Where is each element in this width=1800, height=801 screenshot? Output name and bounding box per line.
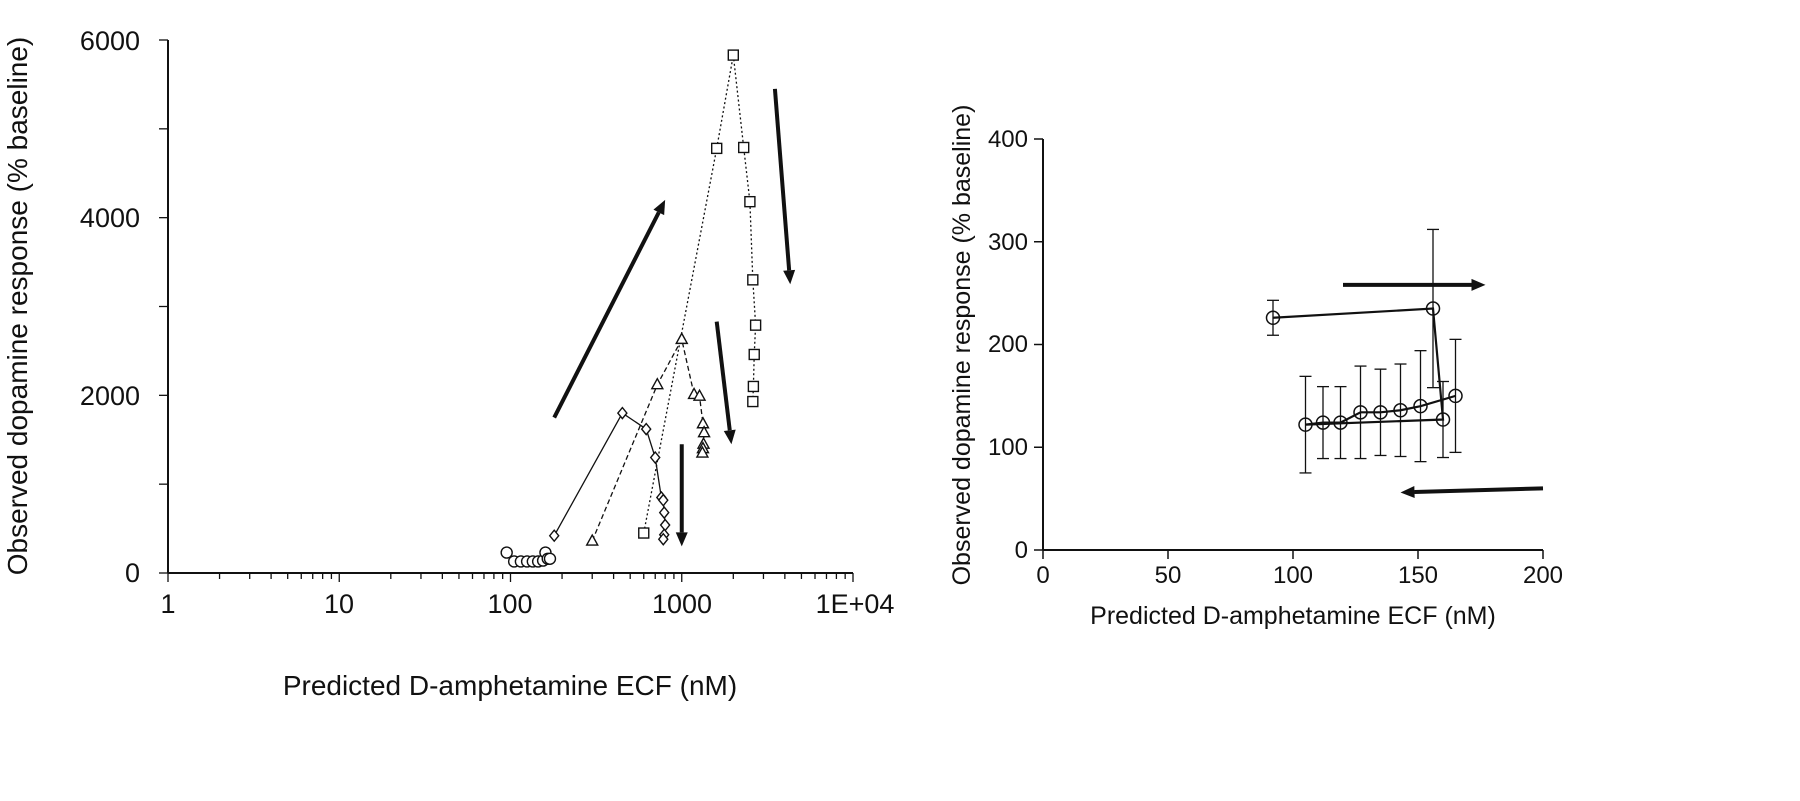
right-y-tick-label: 0 bbox=[1015, 537, 1028, 564]
data-point-triangle bbox=[692, 388, 707, 401]
left-x-tick-label: 10 bbox=[324, 589, 354, 619]
trend-arrow-shaft bbox=[772, 88, 792, 271]
data-point-circle bbox=[1435, 412, 1451, 427]
data-point-square bbox=[747, 380, 760, 393]
data-point-diamond bbox=[658, 505, 670, 520]
data-point-diamond bbox=[640, 422, 652, 436]
data-point-square bbox=[747, 395, 759, 408]
right-y-axis-label: Observed dopamine response (% baseline) bbox=[948, 105, 976, 586]
data-point-triangle bbox=[650, 377, 665, 390]
right-x-tick-label: 0 bbox=[1036, 562, 1049, 589]
data-point-diamond bbox=[659, 518, 671, 532]
right-x-tick-label: 100 bbox=[1273, 562, 1313, 589]
data-point-circle bbox=[1298, 417, 1313, 432]
trend-arrow bbox=[1400, 486, 1544, 499]
data-point-triangle bbox=[675, 331, 689, 345]
data-point-circle bbox=[1265, 310, 1281, 326]
right-y-tick-label: 200 bbox=[988, 331, 1028, 358]
data-point-square bbox=[737, 141, 750, 154]
left-chart: 1 10 100 1000 1E+04 0 2000 4000 6000 Pre… bbox=[2, 26, 894, 701]
data-point-square bbox=[638, 527, 650, 539]
right-x-tick-label: 200 bbox=[1523, 562, 1563, 589]
left-y-tick-label: 0 bbox=[125, 558, 140, 588]
left-x-tick-label: 1E+04 bbox=[816, 589, 895, 619]
trend-arrow-head bbox=[653, 199, 666, 216]
right-chart: 0 50 100 150 200 0 100 200 300 400 Predi… bbox=[948, 105, 1563, 630]
data-point-circle bbox=[1315, 415, 1331, 430]
data-point-diamond bbox=[657, 493, 669, 507]
trend-arrow bbox=[675, 444, 688, 547]
data-point-square bbox=[727, 49, 740, 61]
data-point-square bbox=[749, 319, 762, 331]
left-x-tick-label: 100 bbox=[487, 589, 532, 619]
trend-arrow-shaft bbox=[552, 211, 661, 419]
left-y-ticks bbox=[159, 39, 168, 574]
trend-arrow-head bbox=[1400, 486, 1415, 499]
right-x-tick-label: 50 bbox=[1155, 562, 1182, 589]
left-x-axis-label: Predicted D-amphetamine ECF (nM) bbox=[283, 670, 737, 701]
data-point-circle bbox=[543, 552, 557, 565]
trend-arrow-head bbox=[675, 532, 688, 547]
trend-arrow bbox=[1343, 278, 1486, 291]
data-point-triangle bbox=[585, 533, 599, 546]
data-point-circle bbox=[1448, 388, 1463, 404]
data-point-square bbox=[747, 274, 759, 286]
trend-arrow bbox=[772, 88, 796, 285]
series-line-triangle bbox=[591, 337, 705, 542]
trend-arrow-shaft bbox=[714, 321, 732, 431]
data-point-circle bbox=[1333, 415, 1348, 430]
data-point-square bbox=[748, 348, 760, 361]
right-y-tick-label: 400 bbox=[988, 126, 1028, 153]
data-point-triangle bbox=[696, 416, 710, 429]
trend-arrow-head bbox=[1471, 278, 1486, 291]
data-point-diamond bbox=[548, 529, 560, 543]
data-point-diamond bbox=[616, 406, 628, 420]
data-point-square bbox=[711, 142, 723, 155]
trend-arrow-head bbox=[723, 429, 736, 445]
data-point-circle bbox=[1413, 398, 1428, 414]
data-point-triangle bbox=[695, 445, 710, 458]
data-point-diamond bbox=[657, 532, 669, 546]
data-point-triangle bbox=[697, 425, 711, 438]
right-ticks bbox=[1034, 138, 1544, 559]
left-x-tick-label: 1000 bbox=[652, 589, 712, 619]
right-plot-area bbox=[1265, 228, 1544, 499]
data-point-circle bbox=[1373, 405, 1388, 420]
right-y-tick-label: 300 bbox=[988, 229, 1028, 256]
left-x-ticks bbox=[167, 573, 854, 582]
data-point-circle bbox=[1425, 301, 1441, 316]
trend-arrow bbox=[552, 199, 666, 419]
data-point-diamond bbox=[649, 450, 661, 465]
right-y-tick-label: 100 bbox=[988, 434, 1028, 461]
left-y-tick-label: 2000 bbox=[80, 381, 140, 411]
right-x-tick-label: 150 bbox=[1398, 562, 1438, 589]
series-line-square bbox=[643, 54, 757, 534]
left-y-axis-label: Observed dopamine response (% baseline) bbox=[2, 37, 33, 576]
left-plot-area bbox=[500, 49, 796, 568]
data-point-circle bbox=[500, 546, 513, 559]
data-point-circle bbox=[1353, 405, 1368, 420]
data-point-circle bbox=[1393, 403, 1408, 418]
left-x-tick-label: 1 bbox=[160, 589, 175, 619]
left-y-tick-label: 6000 bbox=[80, 26, 140, 56]
trend-arrow-shaft bbox=[1414, 486, 1544, 495]
left-y-tick-label: 4000 bbox=[80, 203, 140, 233]
trend-arrow-head bbox=[783, 269, 796, 285]
right-x-axis-label: Predicted D-amphetamine ECF (nM) bbox=[1090, 602, 1496, 630]
trend-arrow bbox=[714, 321, 736, 445]
data-point-square bbox=[744, 195, 756, 208]
